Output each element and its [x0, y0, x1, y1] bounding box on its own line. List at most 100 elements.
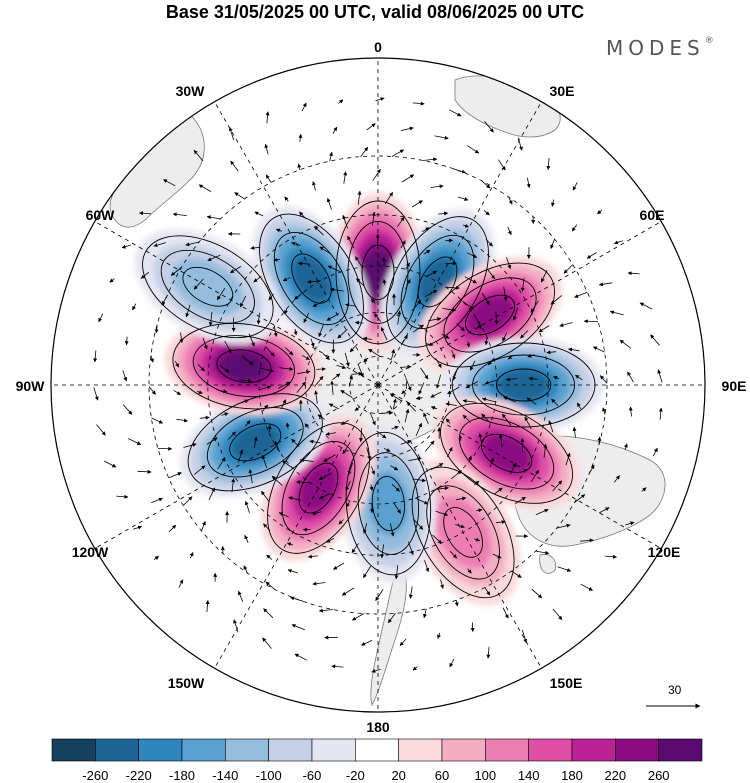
longitude-label: 120W — [72, 544, 109, 560]
longitude-label: 150W — [168, 675, 205, 691]
latitude-circle — [348, 355, 407, 414]
wind-arrow — [253, 275, 262, 283]
wind-arrow — [363, 336, 372, 341]
wind-arrow — [326, 197, 332, 210]
wind-arrow — [474, 480, 480, 486]
wind-arrow — [201, 521, 206, 531]
wind-arrow — [411, 299, 422, 312]
colorbar-swatch — [398, 738, 443, 762]
wind-arrow — [261, 404, 269, 412]
wind-arrow — [151, 497, 163, 503]
wind-arrow — [580, 583, 593, 591]
wind-arrow — [517, 137, 523, 151]
wind-arrow — [481, 397, 496, 403]
wind-arrow — [219, 365, 230, 373]
wind-arrow — [260, 367, 275, 373]
wind-arrow — [263, 608, 274, 619]
longitude-label: 60E — [640, 207, 665, 223]
wind-arrow — [424, 560, 430, 573]
meridian — [214, 384, 379, 669]
wind-arrow — [602, 407, 606, 415]
streamline — [259, 213, 364, 344]
colorbar-tick-label: -220 — [126, 768, 152, 783]
wind-arrow — [375, 97, 385, 102]
wind-arrow — [258, 385, 272, 391]
wind-arrow — [307, 554, 318, 559]
wind-arrow — [369, 412, 376, 426]
colorbar-tick-label: -20 — [346, 768, 365, 783]
wind-arrow — [623, 443, 628, 451]
wind-arrow — [366, 447, 371, 460]
wind-arrow — [559, 322, 573, 327]
wind-arrow — [553, 375, 560, 380]
wind-arrow — [153, 242, 167, 248]
colorbar-tick-label: -140 — [212, 768, 238, 783]
colorbar-swatch — [138, 738, 183, 762]
wind-arrow — [641, 487, 647, 492]
wind-arrow — [317, 414, 325, 420]
wind-arrow — [369, 484, 374, 491]
wind-arrow — [509, 462, 517, 475]
wind-arrow — [599, 507, 610, 514]
wind-arrow — [185, 241, 200, 247]
wind-arrow — [574, 494, 586, 503]
wind-arrow — [231, 478, 236, 493]
wind-arrow — [438, 211, 449, 216]
wind-arrow — [347, 462, 354, 476]
wind-arrow — [278, 512, 289, 518]
wind-arrow — [489, 457, 494, 468]
wind-arrow — [340, 420, 349, 425]
wind-arrow — [455, 524, 465, 529]
streamline — [458, 417, 555, 490]
wind-arrow — [408, 456, 422, 461]
wind-arrow — [492, 553, 502, 559]
map-title: Base 31/05/2025 00 UTC, valid 08/06/2025… — [165, 2, 585, 22]
wind-arrow — [389, 393, 402, 402]
wind-arrow — [420, 367, 429, 380]
colorbar-swatch — [355, 738, 399, 762]
wind-arrow — [520, 277, 525, 292]
colorbar-swatch — [615, 738, 659, 762]
wind-arrow — [93, 350, 98, 363]
wind-arrow — [400, 240, 406, 249]
wind-arrow — [287, 569, 299, 574]
wind-arrow — [347, 235, 355, 249]
wind-arrow — [476, 318, 482, 330]
wind-arrow — [332, 126, 338, 134]
wind-arrow — [291, 438, 300, 447]
meridian — [377, 384, 542, 669]
wind-arrow — [312, 511, 322, 516]
wind-arrow — [323, 454, 336, 462]
streamline — [495, 368, 552, 402]
meridian — [94, 221, 379, 386]
wind-arrow — [326, 537, 335, 543]
wind-arrow — [418, 382, 425, 395]
wind-arrow — [524, 416, 532, 430]
wind-arrow — [391, 349, 396, 360]
wind-arrow — [380, 544, 385, 559]
wind-arrow — [330, 380, 335, 395]
wind-arrow — [423, 608, 427, 619]
wind-arrow — [384, 191, 394, 205]
wind-arrow — [400, 364, 412, 369]
wind-arrow — [338, 99, 344, 104]
wind-arrow — [109, 278, 115, 283]
wind-arrow — [326, 313, 340, 321]
wind-arrow — [288, 496, 301, 501]
wind-arrow — [498, 433, 503, 448]
wind-arrow — [538, 325, 550, 333]
wind-arrow — [494, 311, 499, 325]
wind-arrow — [327, 265, 341, 273]
wind-arrow — [357, 190, 362, 205]
wind-arrow — [329, 287, 344, 292]
wind-arrow — [502, 332, 507, 342]
meridian — [377, 384, 662, 549]
wind-arrow — [401, 389, 407, 395]
wind-arrow — [314, 390, 319, 404]
wind-arrow — [440, 579, 444, 589]
streamline — [267, 422, 370, 554]
wind-arrow — [333, 562, 345, 570]
streamline — [187, 393, 323, 492]
wind-arrow — [389, 523, 395, 537]
wind-arrow — [535, 508, 549, 516]
